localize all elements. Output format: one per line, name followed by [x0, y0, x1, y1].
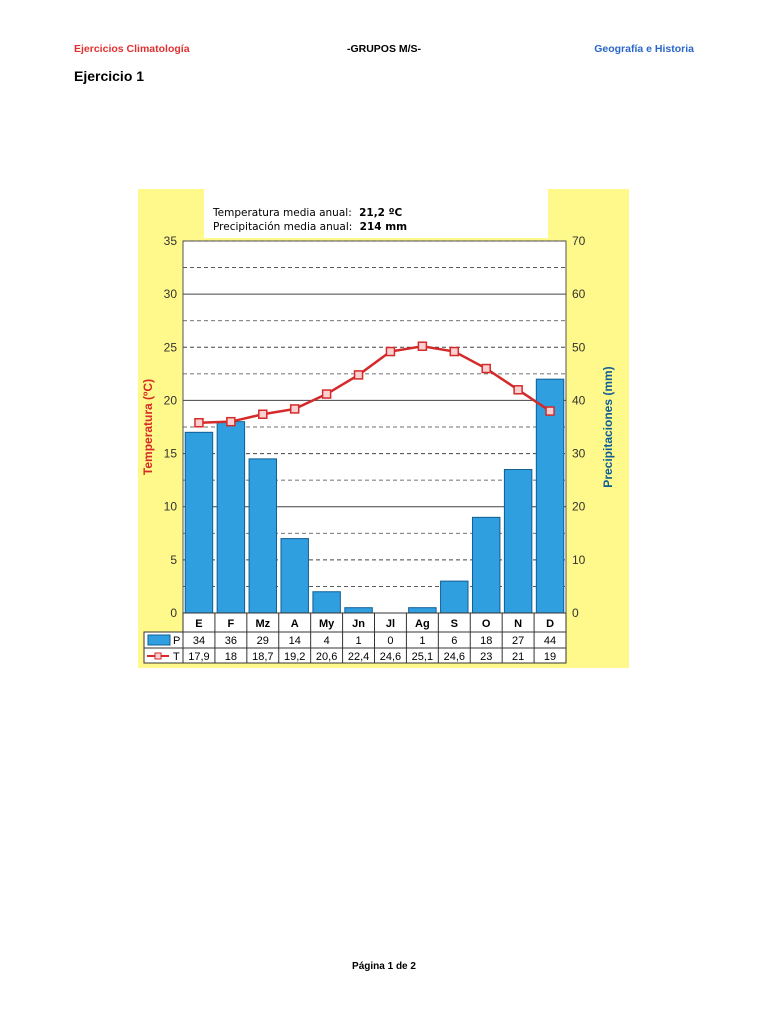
- precipitation-value-label: 44: [544, 635, 556, 647]
- precipitation-value-label: 36: [225, 635, 237, 647]
- temperature-line-group: [194, 341, 555, 428]
- y-axis-right-label: Precipitaciones (mm): [601, 366, 615, 487]
- temperature-value-label: 19,2: [284, 651, 305, 663]
- temperature-value-label: 17,9: [188, 651, 209, 663]
- category-label: E: [195, 618, 202, 630]
- page-footer: Página 1 de 2: [352, 961, 416, 972]
- temperature-value-label: 18: [225, 651, 237, 663]
- temperature-marker: [258, 409, 268, 419]
- y-right-tick-label: 50: [572, 340, 586, 354]
- temperature-marker: [513, 385, 523, 395]
- category-label: F: [228, 618, 235, 630]
- category-label: Jn: [352, 618, 365, 630]
- precipitation-bar: [312, 591, 341, 614]
- precipitation-value-label: 27: [512, 635, 524, 647]
- legend-precipitation-name: P: [173, 635, 180, 647]
- temperature-marker: [289, 404, 300, 414]
- precipitation-value-label: 18: [480, 635, 492, 647]
- precipitation-bar: [344, 607, 373, 614]
- info-prec-value: 214 mm: [360, 221, 408, 233]
- y-axis-left-label: Temperatura (ºC): [141, 379, 155, 475]
- temperature-marker: [226, 416, 236, 427]
- precipitation-bar: [248, 458, 278, 614]
- precipitation-value-label: 0: [387, 635, 393, 647]
- info-box: [204, 189, 548, 238]
- precipitation-value-label: 34: [193, 635, 205, 647]
- precipitation-bar: [184, 431, 214, 614]
- category-label: My: [319, 618, 335, 630]
- temperature-value-label: 25,1: [412, 651, 433, 663]
- y-right-tick-label: 40: [572, 393, 586, 407]
- precipitation-bar: [471, 516, 501, 614]
- temperature-marker: [417, 341, 428, 351]
- data-table: E F Mz A My Jn Jl Ag S O N D 34 36 29 14 4 1 0 1 6 18 27 44 17,9…: [143, 612, 567, 664]
- y-right-tick-label: 30: [572, 447, 586, 461]
- y-right-tick-label: 0: [572, 606, 579, 620]
- temperature-value-label: 24,6: [380, 651, 401, 663]
- temperature-marker: [385, 346, 396, 357]
- legend-bar-swatch: [147, 634, 171, 646]
- info-prec: Precipitación media anual: 214 mm: [213, 221, 407, 233]
- y-right-tick-label: 60: [572, 287, 586, 301]
- info-prec-label: Precipitación media anual:: [213, 221, 352, 233]
- category-label: S: [451, 618, 458, 630]
- info-temp: Temperatura media anual: 21,2 ºC: [212, 207, 403, 219]
- exercise-title: Ejercicio 1: [74, 68, 145, 84]
- temperature-marker: [449, 346, 460, 357]
- category-label: Ag: [415, 618, 430, 630]
- info-temp-label: Temperatura media anual:: [212, 207, 352, 219]
- category-label: Jl: [386, 618, 395, 630]
- temperature-value-label: 24,6: [444, 651, 465, 663]
- precipitation-value-label: 6: [451, 635, 457, 647]
- precipitation-bar: [503, 469, 533, 614]
- precipitation-value-label: 14: [289, 635, 301, 647]
- y-right-tick-label: 70: [572, 234, 586, 248]
- temperature-value-label: 21: [512, 651, 524, 663]
- y-right-tick-label: 10: [572, 553, 586, 567]
- legend-marker-swatch: [154, 652, 162, 660]
- temperature-line: [198, 344, 551, 424]
- temperature-value-label: 20,6: [316, 651, 337, 663]
- y-left-tick-label: 30: [164, 287, 178, 301]
- info-temp-value: 21,2 ºC: [359, 207, 402, 219]
- temperature-marker: [321, 389, 332, 399]
- precipitation-value-label: 1: [419, 635, 425, 647]
- header-left-title: Ejercicios Climatología: [74, 43, 190, 55]
- temperature-marker: [353, 370, 364, 380]
- precipitation-value-label: 4: [324, 635, 330, 647]
- y-right-tick-label: 20: [572, 500, 586, 514]
- climate-chart: Temperatura media anual: 21,2 ºC Precipi…: [138, 189, 629, 668]
- y-left-tick-label: 35: [164, 234, 178, 248]
- axes: 0 5 10 15 20 25 30 35 0 10 20 30 40 50 60 70: [164, 234, 586, 620]
- precipitation-value-label: 1: [355, 635, 361, 647]
- temperature-marker: [194, 417, 204, 428]
- category-label: D: [546, 618, 554, 630]
- temperature-value-label: 19: [544, 651, 556, 663]
- legend-temperature-name: T: [173, 651, 180, 663]
- precipitation-bar: [280, 538, 309, 614]
- category-label: Mz: [255, 618, 270, 630]
- y-left-tick-label: 25: [164, 340, 178, 354]
- precipitation-bar: [216, 421, 246, 614]
- temperature-value-label: 18,7: [252, 651, 273, 663]
- y-left-tick-label: 0: [170, 606, 177, 620]
- y-left-tick-label: 15: [164, 447, 178, 461]
- y-left-tick-label: 20: [164, 393, 178, 407]
- category-label: O: [482, 618, 491, 630]
- precipitation-bar: [440, 580, 469, 614]
- header-right-title: Geografía e Historia: [594, 43, 694, 55]
- temperature-value-label: 22,4: [348, 651, 369, 663]
- header-center-title: -GRUPOS M/S-: [346, 43, 422, 55]
- temperature-value-label: 23: [480, 651, 492, 663]
- precipitation-bar: [535, 378, 565, 614]
- y-left-tick-label: 10: [164, 500, 178, 514]
- precipitation-bar: [408, 607, 437, 614]
- precipitation-value-label: 29: [257, 635, 269, 647]
- category-label: N: [514, 618, 522, 630]
- category-label: A: [291, 618, 299, 630]
- temperature-marker: [481, 363, 491, 374]
- temperature-marker: [545, 406, 555, 416]
- y-left-tick-label: 5: [170, 553, 177, 567]
